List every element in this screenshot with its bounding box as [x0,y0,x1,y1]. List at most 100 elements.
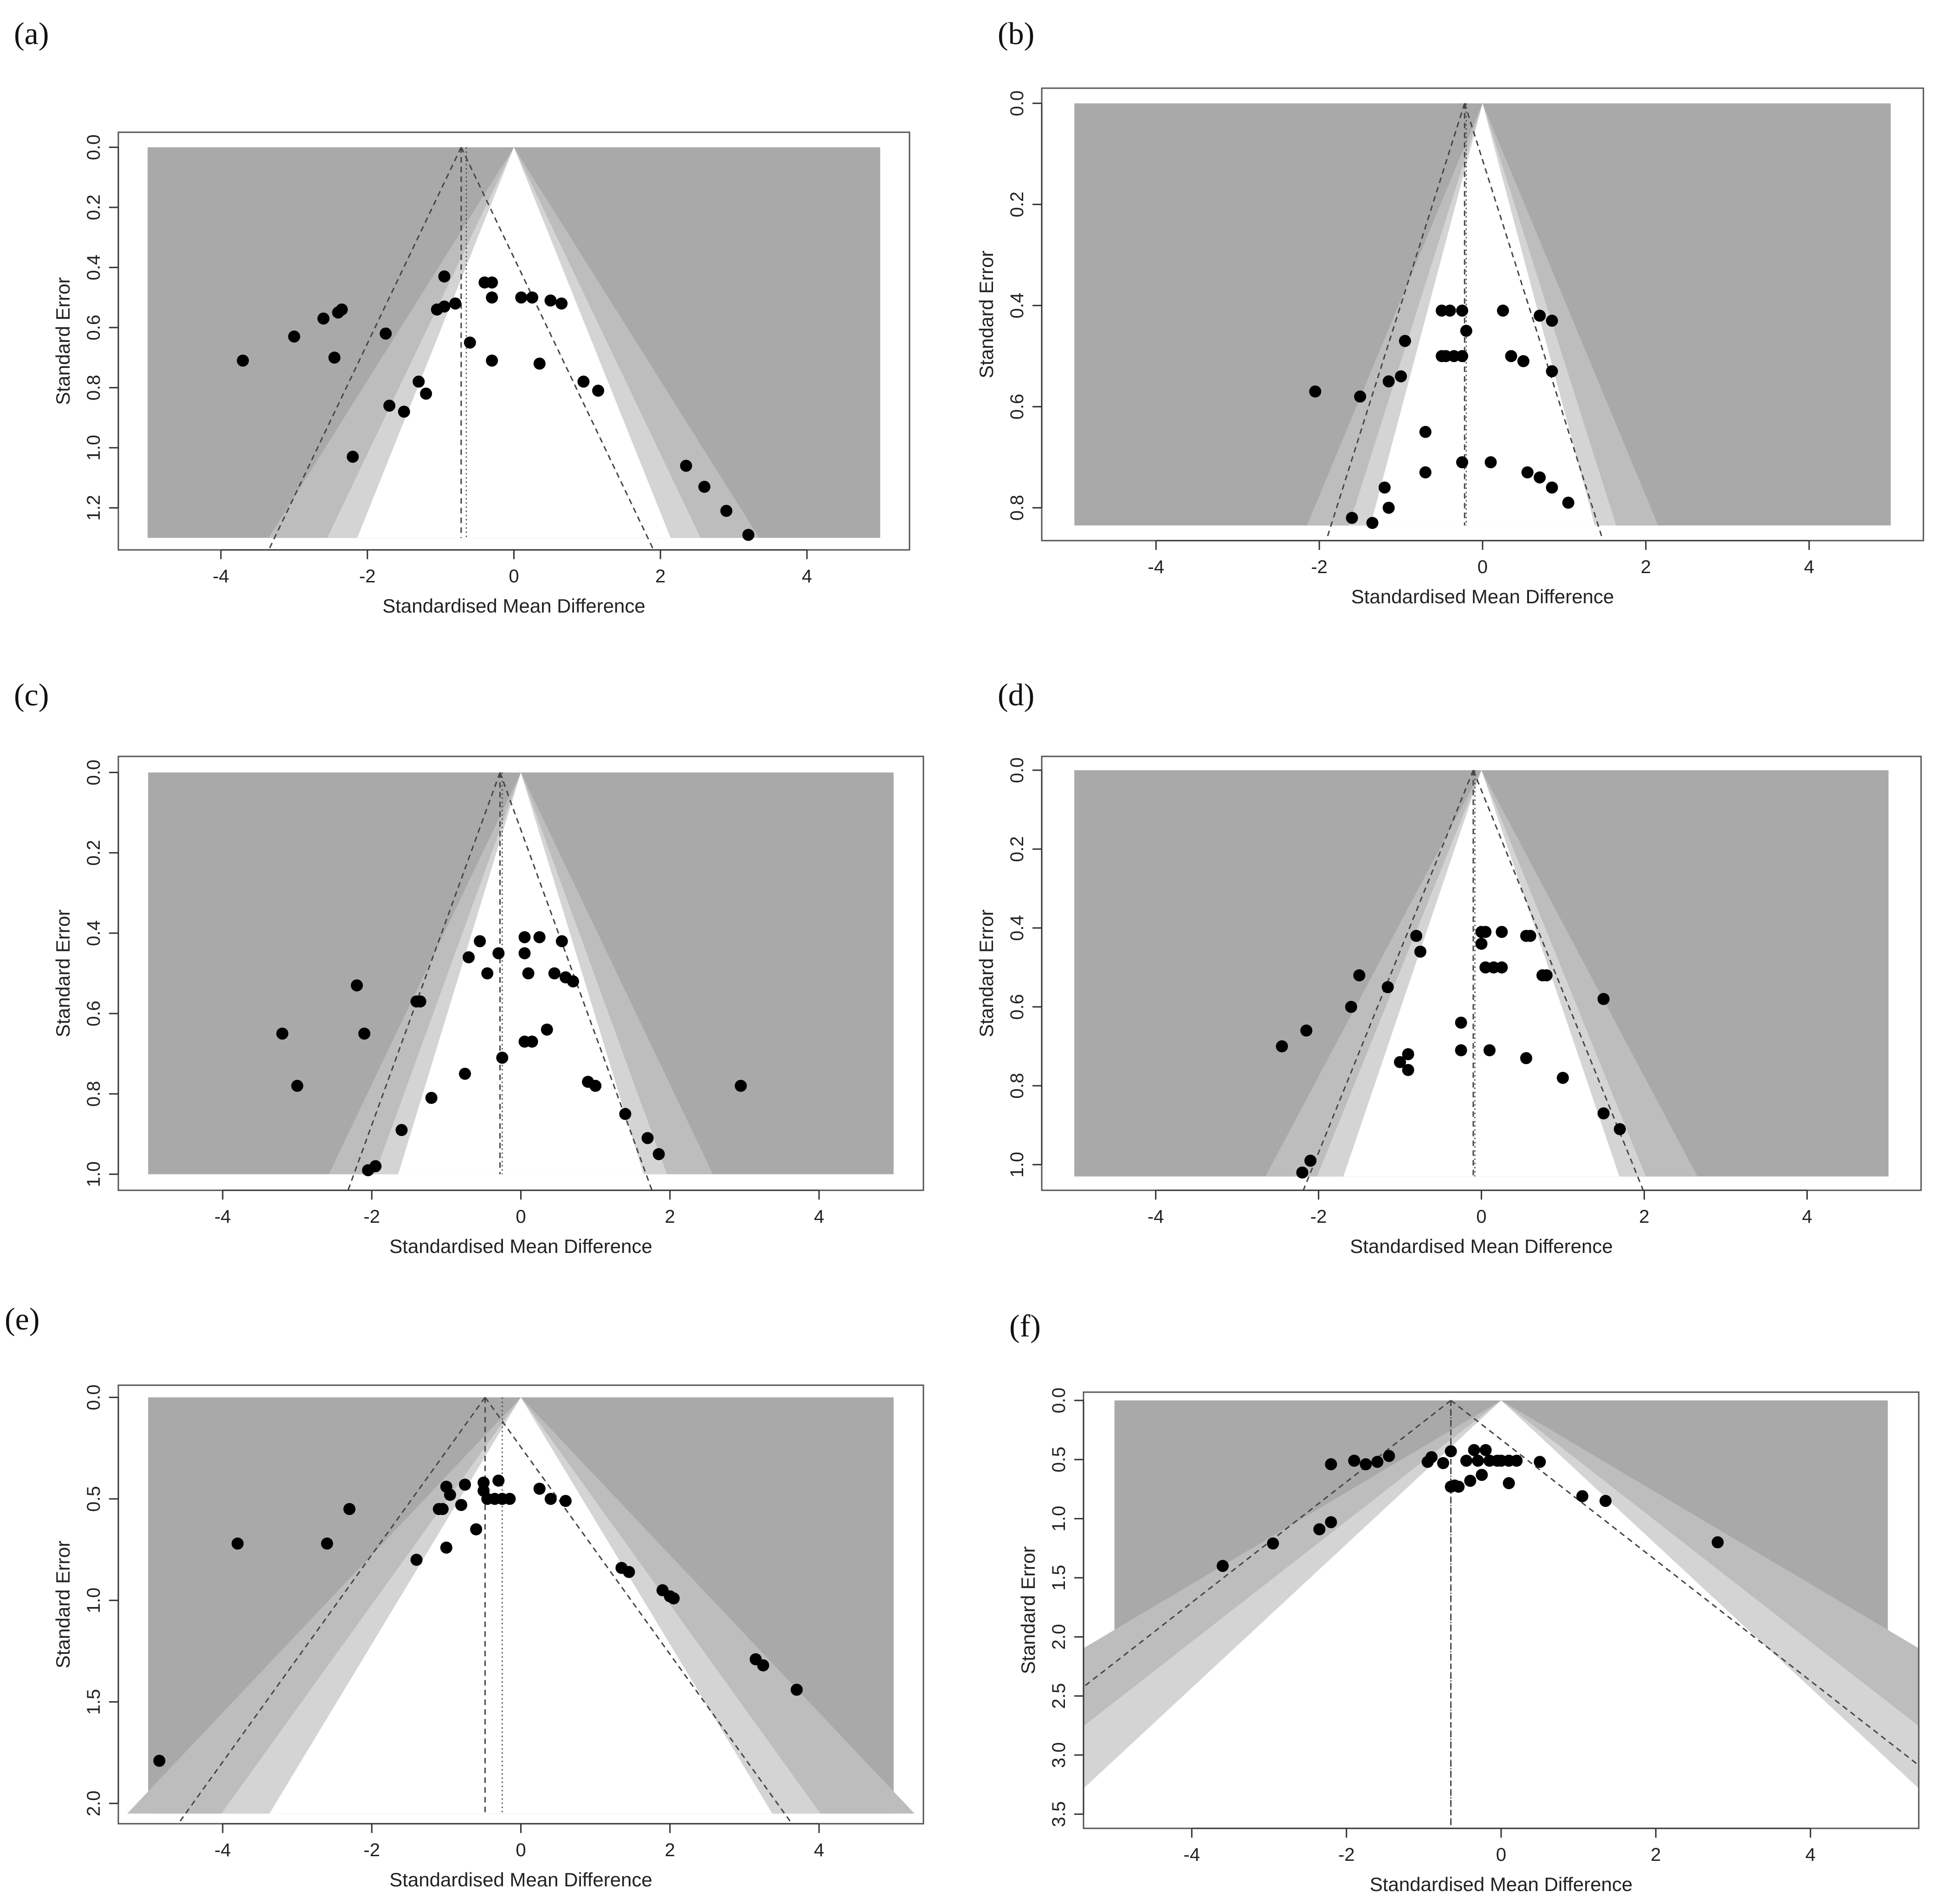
study-point [1597,1107,1610,1120]
study-point [533,357,546,370]
funnel-left-line [1325,103,1465,541]
study-point [1452,1480,1465,1493]
y-tick-label: 0.0 [1007,757,1027,783]
study-point [1468,1444,1480,1456]
study-point [1304,1155,1317,1167]
study-point [1383,1450,1395,1462]
x-tick-label: -4 [1184,1845,1200,1865]
study-point [321,1537,333,1550]
study-point [1402,1048,1414,1060]
study-point [420,387,432,400]
study-point [1353,969,1366,981]
x-tick-label: 2 [665,1207,675,1227]
y-tick-label: 3.0 [1049,1742,1069,1768]
study-point [1546,315,1558,327]
study-point [559,1495,572,1507]
study-point [328,351,341,364]
x-tick-label: 0 [516,1840,526,1860]
study-point [1382,375,1395,387]
study-point [544,1493,557,1505]
study-point [1534,471,1546,484]
study-point [1496,961,1508,974]
funnel-left-line [177,1397,486,1824]
y-tick-label: 1.0 [1049,1506,1069,1532]
y-tick-label: 0.0 [1007,90,1027,116]
study-point [1300,1024,1313,1037]
y-tick-label: 0.2 [84,840,104,866]
study-point [1456,456,1469,469]
region-p-gt-0.10 [1084,1400,1919,1826]
x-tick-label: 0 [516,1207,526,1227]
study-point [589,1079,602,1092]
study-point [533,1483,546,1495]
study-point [1472,1454,1484,1467]
x-axis-title: Standardised Mean Difference [1351,586,1614,607]
y-tick-label: 0.8 [84,375,104,401]
study-point [459,1478,471,1491]
study-point [425,1091,438,1104]
y-tick-label: 0.2 [1007,192,1027,218]
y-tick-label: 0.8 [1007,1073,1027,1099]
x-tick-label: -2 [1310,1207,1327,1227]
study-point [1711,1536,1724,1549]
study-point [1217,1560,1229,1572]
x-tick-label: -2 [1311,557,1328,577]
contour-regions [1074,103,1891,541]
study-point [232,1537,244,1550]
funnel-right-line [484,1397,793,1824]
study-point [463,951,475,963]
study-point [515,291,528,304]
study-point [592,384,605,397]
study-point [623,1566,635,1578]
study-point [486,355,498,367]
study-point [347,451,359,463]
y-tick-label: 0.5 [1049,1446,1069,1472]
study-point [369,1160,382,1173]
study-point [619,1108,632,1120]
study-point [1445,1445,1457,1458]
panel-label: (c) [14,677,49,712]
study-point [474,935,486,948]
study-point [533,931,546,943]
study-point [438,270,451,283]
study-point [555,297,568,310]
funnel-panel-f: (f) -4 -2 0 2 4 Standardised Mean Difference 0.… [1009,1308,1920,1895]
y-axis-title: Standard Error [52,1541,74,1668]
study-point [698,481,710,493]
study-point [526,1035,538,1048]
study-point [1455,1016,1467,1029]
study-point [288,330,300,343]
x-tick-label: 4 [814,1207,824,1227]
y-tick-label: 1.0 [84,1162,104,1188]
y-tick-label: 0.6 [1007,994,1027,1020]
study-point [1600,1495,1612,1507]
study-point [414,995,426,1008]
study-point [481,967,494,980]
study-point [680,459,692,472]
study-point [1381,981,1394,994]
study-point [1597,993,1610,1005]
study-point [496,1052,509,1064]
study-point [1546,481,1558,494]
y-tick-label: 0.0 [1049,1388,1069,1413]
study-point [1476,1469,1488,1481]
study-point [577,375,590,388]
funnel-right-line [1450,1400,1919,1767]
study-point [1437,1457,1449,1469]
study-point [1455,1044,1467,1057]
region-p-gt-0.10 [1343,770,1619,1177]
study-point [153,1755,166,1767]
y-tick-label: 3.5 [1049,1801,1069,1827]
x-tick-label: 4 [814,1840,824,1860]
study-point [237,355,249,367]
study-point [1496,304,1509,317]
funnel-left-line [1303,770,1474,1190]
x-tick-label: -2 [363,1840,380,1860]
y-tick-label: 0.6 [84,1000,104,1026]
study-point [398,406,410,418]
x-tick-label: 4 [1804,557,1814,577]
study-point [1613,1123,1626,1136]
x-tick-label: -4 [213,566,229,587]
study-point [790,1684,803,1696]
study-point [652,1148,665,1161]
